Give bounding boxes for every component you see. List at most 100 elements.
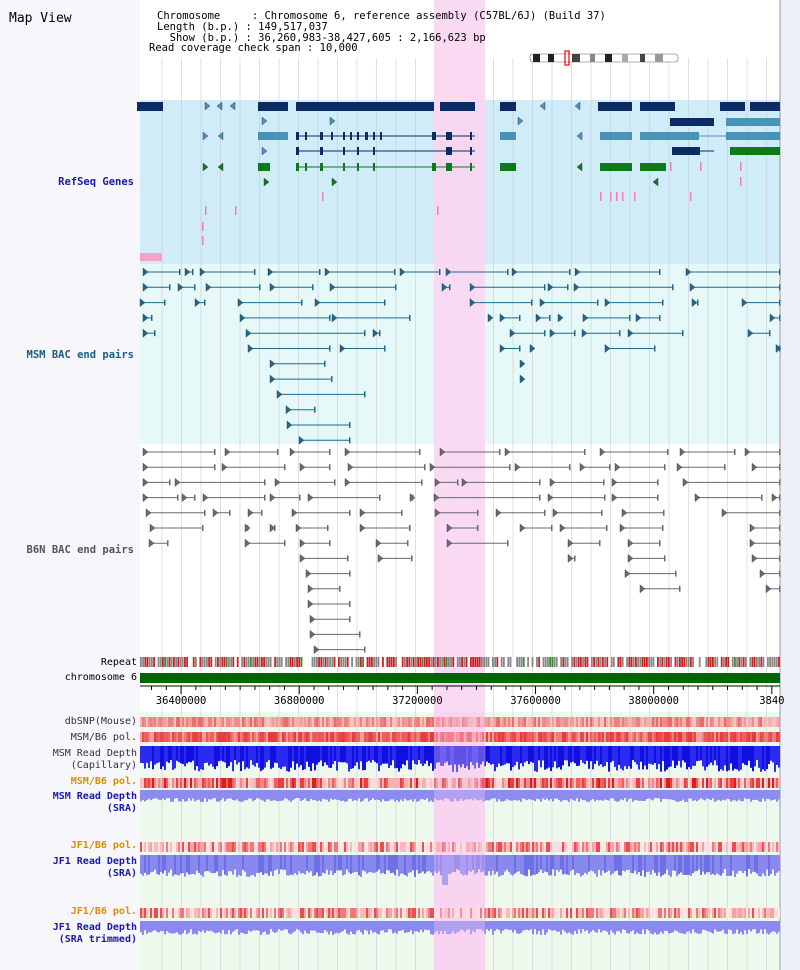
msm-b6-pol2-heat bbox=[168, 778, 170, 788]
msm-bac-pair-end bbox=[627, 328, 634, 338]
msm-b6-pol-heat bbox=[680, 732, 682, 742]
jf1-b6-pol-heat bbox=[422, 842, 424, 852]
jf1-b6-pol-heat bbox=[746, 842, 748, 852]
msm-b6-pol-heat bbox=[246, 732, 248, 742]
msm-b6-pol2-heat bbox=[554, 778, 556, 788]
jf1-b6-pol2-heat bbox=[248, 908, 250, 918]
msm-b6-pol2-heat bbox=[772, 778, 774, 788]
jf1-depth-trim-bar bbox=[236, 921, 238, 930]
refseq-gene bbox=[296, 102, 434, 111]
msm-depth-cap-bar bbox=[366, 746, 368, 763]
jf1-depth-sra-bar bbox=[680, 855, 682, 873]
jf1-b6-pol-heat bbox=[648, 842, 650, 852]
msm-b6-pol2-heat bbox=[666, 778, 668, 788]
msm-depth-cap-bar bbox=[302, 746, 304, 770]
jf1-depth-trim-bar bbox=[266, 921, 268, 935]
msm-bac-pair-end bbox=[395, 284, 397, 291]
msm-bac-track-label[interactable]: MSM BAC end pairs bbox=[26, 349, 134, 361]
repeat-mark bbox=[338, 657, 340, 667]
msm-depth-cap-bar bbox=[452, 746, 454, 772]
msm-depth-sra-bar bbox=[250, 790, 252, 799]
repeat-mark bbox=[685, 657, 688, 667]
msm-b6-pol-heat bbox=[592, 732, 594, 742]
b6n-bac-track-label[interactable]: B6N BAC end pairs bbox=[26, 544, 134, 556]
jf1-depth-sra-bar bbox=[272, 855, 274, 877]
jf1-b6-pol2-heat bbox=[422, 908, 424, 918]
msm-depth-sra-bar bbox=[252, 790, 254, 802]
msm-depth-sra-bar bbox=[496, 790, 498, 802]
msm-depth-sra-bar bbox=[688, 790, 690, 799]
dbsnp-label[interactable]: dbSNP(Mouse) bbox=[64, 716, 137, 727]
msm-b6-pol2-label[interactable]: MSM/B6 pol. bbox=[70, 776, 137, 787]
jf1-read-depth-trim-label-1[interactable]: JF1 Read Depth bbox=[52, 922, 137, 933]
msm-b6-pol-heat bbox=[456, 732, 458, 742]
repeat-mark bbox=[749, 657, 752, 667]
msm-b6-pol-heat bbox=[482, 732, 484, 742]
msm-b6-pol2-heat bbox=[746, 778, 748, 788]
msm-b6-pol-heat bbox=[362, 732, 364, 742]
msm-b6-pol-heat bbox=[688, 732, 690, 742]
jf1-depth-sra-bar bbox=[364, 855, 366, 872]
jf1-b6-pol2-heat bbox=[150, 908, 152, 918]
msm-b6-pol2-heat bbox=[518, 778, 520, 788]
msm-depth-sra-bar bbox=[354, 790, 356, 801]
msm-b6-pol2-heat bbox=[546, 778, 548, 788]
msm-depth-cap-bar bbox=[458, 746, 460, 765]
jf1-b6-pol-heat bbox=[540, 842, 542, 852]
jf1-depth-trim-bar bbox=[734, 921, 736, 934]
msm-depth-cap-bar bbox=[700, 746, 702, 761]
msm-b6-pol2-heat bbox=[322, 778, 324, 788]
msm-depth-sra-bar bbox=[238, 790, 240, 802]
jf1-depth-sra-bar bbox=[282, 855, 284, 870]
msm-b6-pol2-heat bbox=[262, 778, 264, 788]
jf1-depth-sra-bar bbox=[612, 855, 614, 874]
jf1-b6-pol2-heat bbox=[570, 908, 572, 918]
msm-read-depth-cap-label-1[interactable]: MSM Read Depth bbox=[52, 748, 137, 759]
msm-depth-cap-bar bbox=[706, 746, 708, 767]
jf1-depth-sra-bar bbox=[188, 855, 190, 875]
b6n-bac-pair-end bbox=[142, 447, 149, 457]
dbsnp-heat bbox=[326, 717, 328, 727]
msm-read-depth-sra-label-1[interactable]: MSM Read Depth bbox=[52, 791, 137, 802]
msm-depth-sra-bar bbox=[182, 790, 184, 800]
b6n-bac-pair-end bbox=[277, 449, 279, 455]
dbsnp-heat bbox=[764, 717, 766, 727]
msm-b6-pol-label[interactable]: MSM/B6 pol. bbox=[70, 732, 137, 743]
jf1-b6-pol-label[interactable]: JF1/B6 pol. bbox=[70, 840, 137, 851]
b6n-bac-pair-end bbox=[477, 525, 479, 531]
refseq-track-label[interactable]: RefSeq Genes bbox=[58, 176, 134, 188]
msm-depth-sra-bar bbox=[206, 790, 208, 802]
repeat-mark bbox=[404, 657, 406, 667]
jf1-b6-pol-heat bbox=[730, 842, 732, 852]
jf1-b6-pol2-label[interactable]: JF1/B6 pol. bbox=[70, 906, 137, 917]
jf1-b6-pol2-heat bbox=[298, 908, 300, 918]
jf1-read-depth-sra-label-1[interactable]: JF1 Read Depth bbox=[52, 856, 137, 867]
msm-b6-pol-heat bbox=[282, 732, 284, 742]
jf1-b6-pol-heat bbox=[406, 842, 408, 852]
repeat-mark bbox=[388, 657, 391, 667]
b6n-bac-pair-end bbox=[446, 538, 453, 548]
msm-depth-sra-bar bbox=[582, 790, 584, 801]
jf1-depth-trim-bar bbox=[394, 921, 396, 933]
msm-b6-pol-heat bbox=[336, 732, 338, 742]
msm-bac-pair-end bbox=[285, 405, 292, 415]
msm-depth-cap-bar bbox=[596, 746, 598, 761]
repeat-mark bbox=[340, 657, 342, 667]
msm-b6-pol-heat bbox=[344, 732, 346, 742]
msm-depth-sra-bar bbox=[212, 790, 214, 799]
msm-bac-pair-end bbox=[269, 374, 276, 384]
jf1-b6-pol-heat bbox=[454, 842, 456, 852]
b6n-bac-pair-end bbox=[749, 523, 756, 533]
jf1-b6-pol2-heat bbox=[164, 908, 166, 918]
msm-b6-pol2-heat bbox=[468, 778, 470, 788]
jf1-depth-trim-bar bbox=[722, 921, 724, 930]
dbsnp-heat bbox=[480, 717, 482, 727]
msm-depth-sra-bar bbox=[364, 790, 366, 799]
msm-b6-pol-heat bbox=[632, 732, 634, 742]
jf1-depth-sra-bar bbox=[224, 855, 226, 875]
jf1-depth-sra-bar bbox=[486, 855, 488, 876]
dbsnp-heat bbox=[582, 717, 584, 727]
b6n-bac-pair-end bbox=[682, 477, 689, 487]
msm-b6-pol-heat bbox=[768, 732, 770, 742]
